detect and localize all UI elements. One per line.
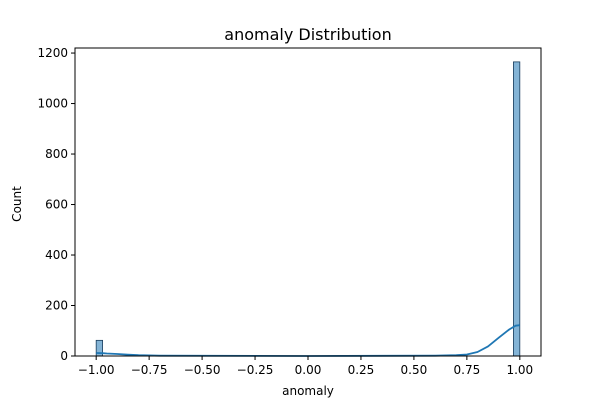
x-tick-label: 0.50 (401, 363, 428, 377)
x-tick-label: −1.00 (78, 363, 115, 377)
x-tick-label: −0.50 (184, 363, 221, 377)
x-tick-label: 0.25 (348, 363, 375, 377)
y-tick-label: 200 (45, 299, 68, 313)
y-axis-label: Count (10, 186, 24, 222)
axes-frame (74, 47, 542, 357)
x-tick-label: −0.75 (131, 363, 168, 377)
axes: −1.00 −0.75 −0.50 −0.25 0.00 0.25 0.50 0.75 1.00… (37, 46, 542, 377)
y-tick-label: 600 (45, 198, 68, 212)
x-tick-label: −0.25 (237, 363, 274, 377)
histogram-bar (513, 61, 521, 357)
chart-title: anomaly Distribution (224, 25, 391, 44)
y-tick-label: 1200 (37, 46, 68, 60)
kde-curve (96, 324, 520, 357)
y-tick-label: 0 (60, 349, 68, 363)
x-axis-label: anomaly (282, 384, 334, 398)
y-tick-label: 400 (45, 248, 68, 262)
x-tick-label: 0.75 (454, 363, 481, 377)
plot-area (95, 61, 521, 357)
x-tick-label: 0.00 (295, 363, 322, 377)
y-tick-label: 800 (45, 147, 68, 161)
x-tick-label: 1.00 (506, 363, 533, 377)
y-tick-label: 1000 (37, 97, 68, 111)
